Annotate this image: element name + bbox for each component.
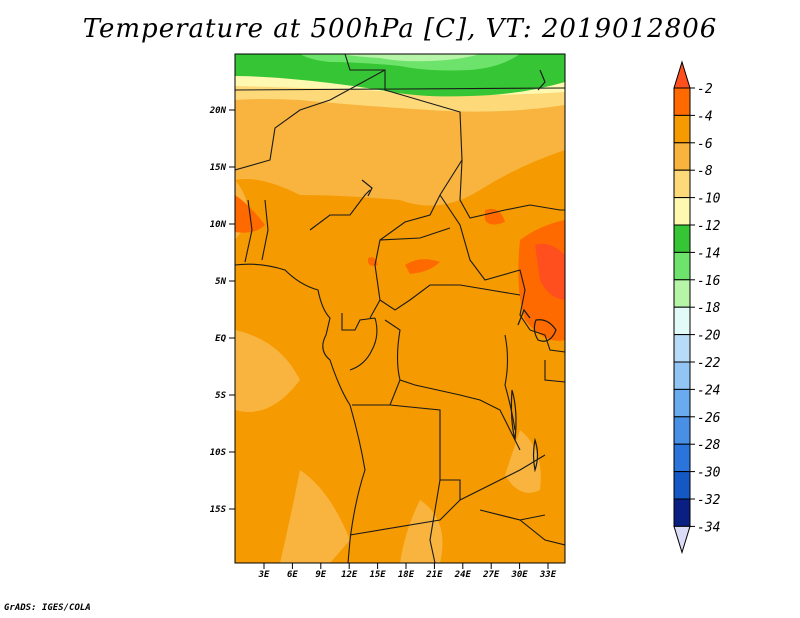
temperature-field xyxy=(235,54,565,563)
colorbar-label: -32 xyxy=(697,493,721,508)
colorbar-label: -22 xyxy=(697,356,721,371)
lat-tick-label: 20N xyxy=(209,106,227,116)
colorbar-bottom-arrow xyxy=(673,525,691,555)
lon-tick-label: 9E xyxy=(315,570,326,580)
colorbar-segment xyxy=(673,334,691,363)
lon-tick-label: 3E xyxy=(258,570,270,580)
lon-tick-label: 27E xyxy=(482,570,500,580)
colorbar-segment xyxy=(673,443,691,473)
plot-frame xyxy=(234,53,566,564)
colorbar-label: -24 xyxy=(697,383,720,398)
lon-tick-label: 15E xyxy=(369,570,386,580)
colorbar-label: -28 xyxy=(697,438,721,453)
lat-tick-label: 5S xyxy=(215,391,226,401)
lon-tick-label: 21E xyxy=(425,570,443,580)
colorbar-segment xyxy=(673,306,691,336)
lakes xyxy=(361,69,557,473)
colorbar-label: -10 xyxy=(697,192,721,207)
lon-tick-label: 18E xyxy=(398,570,415,580)
lon-tick-label: 33E xyxy=(539,570,557,580)
colorbar-label: -4 xyxy=(697,109,713,124)
colorbar-label: -6 xyxy=(697,137,713,152)
colorbar-segment xyxy=(673,388,691,418)
colorbar-segment xyxy=(673,224,691,253)
colorbar-label: -14 xyxy=(697,246,720,261)
latitude-axis: 20N 15N 10N 5N EQ 5S 10S 15S xyxy=(209,106,235,515)
colorbar-label: -2 xyxy=(697,82,713,97)
lat-tick-label: 15N xyxy=(210,163,227,173)
map-title: Temperature at 500hPa [C], VT: 201901280… xyxy=(82,14,718,44)
lat-tick-label: EQ xyxy=(215,334,226,344)
lat-tick-label: 10N xyxy=(210,220,227,230)
lat-tick-label: 10S xyxy=(210,448,227,458)
colorbar-segment xyxy=(673,251,691,281)
colorbar-segment xyxy=(673,498,691,527)
colorbar: -2 -4 -6 -8 -10 -12 -14 -16 -18 -20 -22 -24 -26 -28 -3… xyxy=(673,60,721,555)
colorbar-segment xyxy=(673,142,691,171)
lon-tick-label: 12E xyxy=(341,570,358,580)
lon-tick-label: 30E xyxy=(510,570,528,580)
colorbar-label: -34 xyxy=(697,520,720,535)
colorbar-segment xyxy=(673,416,691,445)
colorbar-segment xyxy=(673,114,691,144)
colorbar-segment xyxy=(673,279,691,308)
colorbar-segment xyxy=(673,471,691,500)
colorbar-segment xyxy=(673,361,691,390)
colorbar-label: -26 xyxy=(697,411,721,426)
colorbar-label: -20 xyxy=(697,329,721,344)
lat-tick-label: 5N xyxy=(215,277,226,287)
colorbar-segment xyxy=(673,87,691,116)
colorbar-label: -8 xyxy=(697,164,713,179)
lat-tick-label: 15S xyxy=(210,505,227,515)
colorbar-segment xyxy=(673,197,691,226)
country-borders xyxy=(235,54,565,563)
colorbar-label: -30 xyxy=(697,466,721,481)
grads-credit: GrADS: IGES/COLA xyxy=(4,603,91,613)
lon-tick-label: 24E xyxy=(454,570,472,580)
colorbar-label: -16 xyxy=(697,274,721,289)
longitude-axis: 3E 6E 9E 12E 15E 18E 21E 24E 27E 30E 33E xyxy=(258,563,557,580)
colorbar-top-arrow xyxy=(673,60,691,89)
lon-tick-label: 6E xyxy=(287,570,298,580)
colorbar-label: -12 xyxy=(697,219,721,234)
colorbar-label: -18 xyxy=(697,301,721,316)
colorbar-segment xyxy=(673,169,691,199)
